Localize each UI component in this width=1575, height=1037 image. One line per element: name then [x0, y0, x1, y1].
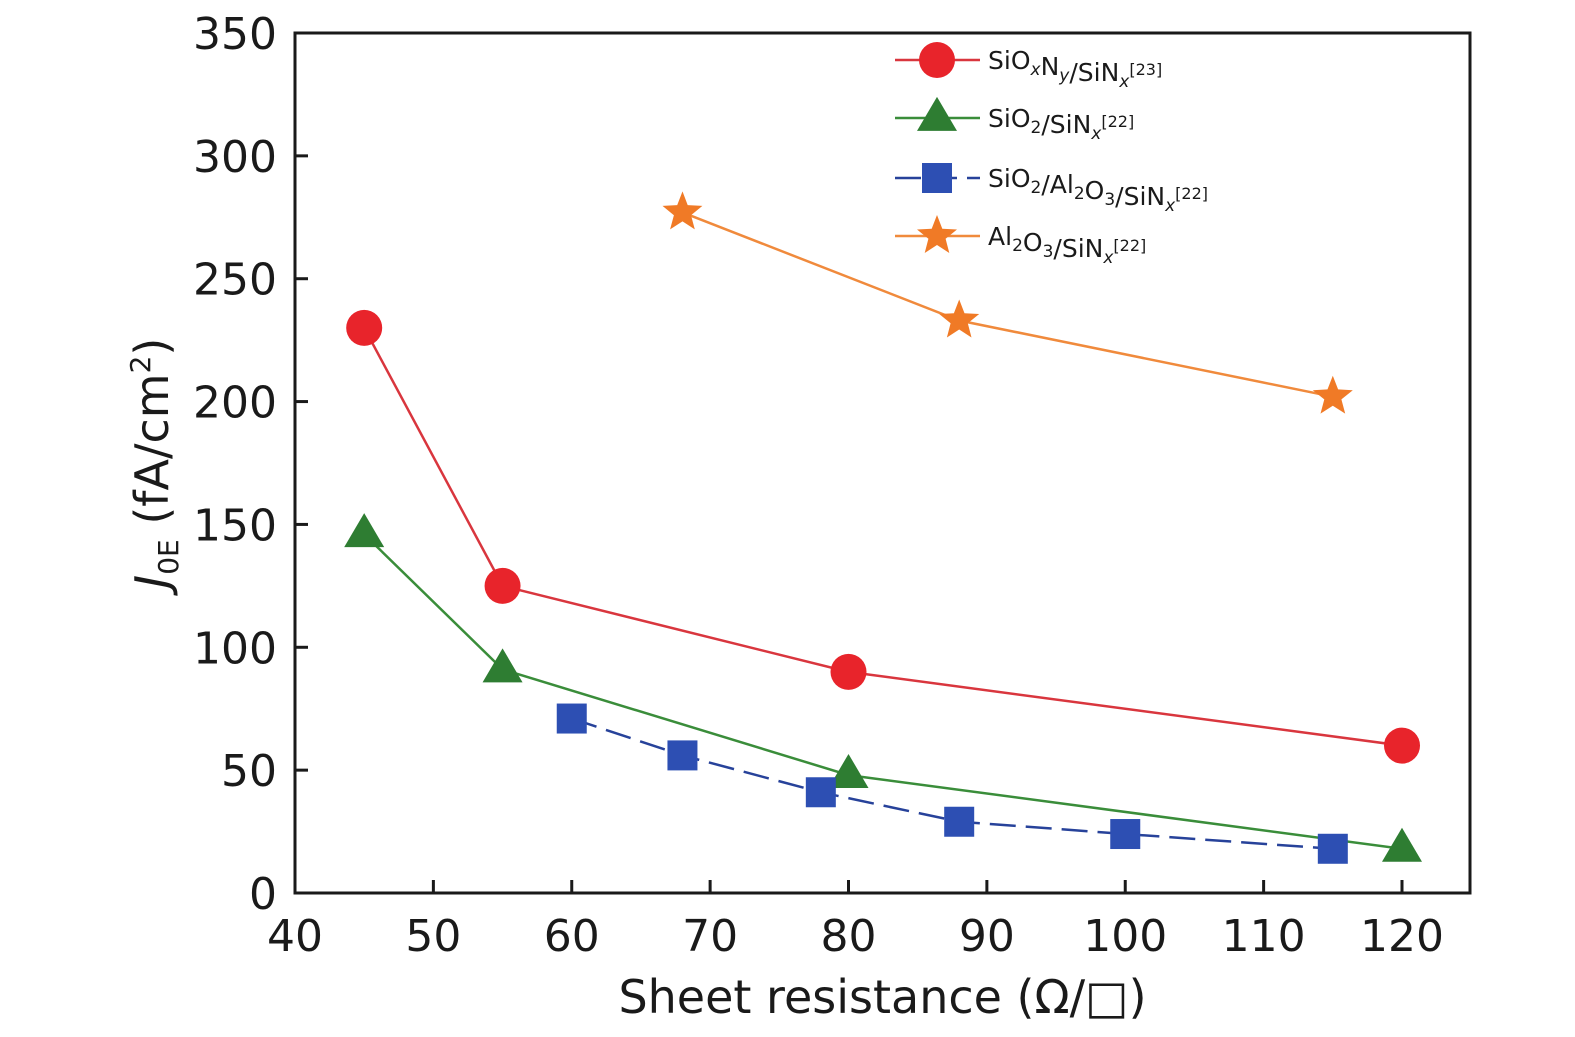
legend-marker-triangle	[917, 96, 957, 131]
legend-label: SiOxNy/SiNx[23]	[988, 46, 1162, 92]
y-tick-label: 250	[193, 255, 277, 306]
legend-label-part: /SiN	[1053, 234, 1103, 263]
legend-label-part: /SiN	[1041, 110, 1091, 139]
data-point-circle	[1384, 727, 1420, 764]
x-axis-title: Sheet resistance (Ω/□)	[618, 970, 1146, 1024]
data-point-star	[662, 191, 703, 230]
y-axis-title-unit: (fA/cm	[125, 373, 179, 539]
y-axis-title-symbol: J	[125, 575, 179, 597]
legend-label: Al2O3/SiNx[22]	[988, 222, 1146, 268]
data-point-square	[1110, 819, 1141, 850]
y-tick-label: 150	[193, 500, 277, 551]
data-point-circle	[484, 567, 521, 604]
data-point-square	[556, 703, 587, 734]
y-tick-label: 0	[249, 869, 277, 920]
legend-label-part: x	[1030, 60, 1042, 80]
legend-label-part: x	[1090, 124, 1102, 144]
legend-label-part: Al	[988, 222, 1012, 251]
legend-label: SiO2/Al2O3/SiNx[22]	[988, 164, 1208, 216]
series-line-circle	[363, 327, 1403, 747]
x-tick-label: 60	[544, 911, 600, 962]
legend-label-part: O	[1023, 228, 1043, 257]
y-tick-label: 200	[193, 378, 277, 429]
legend-label-part: [22]	[1113, 236, 1146, 255]
x-tick-label: 80	[821, 911, 877, 962]
series-circle	[346, 309, 1420, 764]
data-point-square	[805, 777, 836, 808]
legend-label-part: 2	[1031, 118, 1042, 138]
y-axis-title: J0E (fA/cm2)	[124, 338, 185, 597]
legend-label-part: O	[1085, 176, 1105, 205]
legend-label-part: x	[1102, 248, 1114, 268]
legend-label-part: N	[1041, 52, 1060, 81]
plot-area	[344, 191, 1422, 864]
x-tick-label: 50	[405, 911, 461, 962]
legend-label-part: SiO	[988, 104, 1031, 133]
legend-item-circle: SiOxNy/SiNx[23]	[895, 42, 1162, 92]
legend-label-part: [22]	[1101, 112, 1134, 131]
legend-label-part: 2	[1012, 236, 1023, 256]
legend-label-part: 2	[1074, 184, 1085, 204]
legend-label-part: /SiN	[1069, 58, 1119, 87]
x-tick-label: 70	[682, 911, 738, 962]
data-point-triangle	[482, 648, 523, 683]
x-tick-label: 120	[1360, 911, 1444, 962]
series-line-triangle	[363, 533, 1403, 851]
legend-marker-square	[922, 163, 952, 193]
legend-label-part: x	[1164, 196, 1176, 216]
y-tick-label: 300	[193, 132, 277, 183]
y-tick-label: 350	[193, 9, 277, 60]
data-point-square	[667, 740, 698, 771]
series-line-square	[571, 717, 1333, 851]
legend-label-part: 3	[1104, 190, 1115, 210]
axes: 40 50 60 70 80 90 100 110 120 0 50 100 150 200 250 300 3…	[124, 9, 1472, 1024]
legend-label-part: 3	[1043, 242, 1054, 262]
legend-label-part: /SiN	[1115, 182, 1165, 211]
legend: SiOxNy/SiNx[23]SiO2/SiNx[22]SiO2/Al2O3/S…	[895, 42, 1208, 268]
y-tick-label: 100	[193, 623, 277, 674]
series-square	[556, 703, 1348, 864]
legend-label-part: x	[1118, 72, 1130, 92]
data-point-triangle	[344, 513, 385, 548]
legend-item-square: SiO2/Al2O3/SiNx[22]	[895, 163, 1208, 216]
data-point-triangle	[828, 753, 869, 788]
data-point-square	[944, 806, 975, 837]
series-triangle	[344, 513, 1422, 862]
legend-label-part: /Al	[1041, 170, 1073, 199]
legend-marker-star	[917, 215, 957, 253]
legend-label-part: SiO	[988, 164, 1031, 193]
legend-label: SiO2/SiNx[22]	[988, 104, 1134, 144]
legend-label-part: [22]	[1175, 184, 1208, 203]
x-tick-label: 110	[1222, 911, 1306, 962]
x-tick-label: 100	[1083, 911, 1167, 962]
data-point-circle	[346, 309, 383, 346]
data-point-star	[939, 299, 980, 338]
data-point-star	[1312, 375, 1353, 414]
legend-label-part: SiO	[988, 46, 1031, 75]
legend-item-star: Al2O3/SiNx[22]	[895, 215, 1146, 268]
data-point-triangle	[1382, 827, 1422, 862]
legend-label-part: [23]	[1129, 60, 1162, 79]
y-tick-label: 50	[221, 746, 277, 797]
data-point-square	[1317, 833, 1348, 864]
legend-label-part: 2	[1031, 178, 1042, 198]
legend-label-part: y	[1058, 66, 1070, 86]
y-axis-title-close: )	[125, 338, 179, 356]
legend-item-triangle: SiO2/SiNx[22]	[895, 96, 1134, 144]
x-tick-label: 90	[959, 911, 1015, 962]
series-star	[662, 191, 1353, 414]
y-axis-title-subscript: 0E	[152, 539, 185, 575]
y-axis-title-superscript: 2	[124, 356, 157, 374]
plot-frame	[293, 31, 1472, 895]
legend-marker-circle	[919, 42, 955, 78]
data-point-circle	[830, 653, 867, 690]
x-tick-label: 40	[267, 911, 323, 962]
